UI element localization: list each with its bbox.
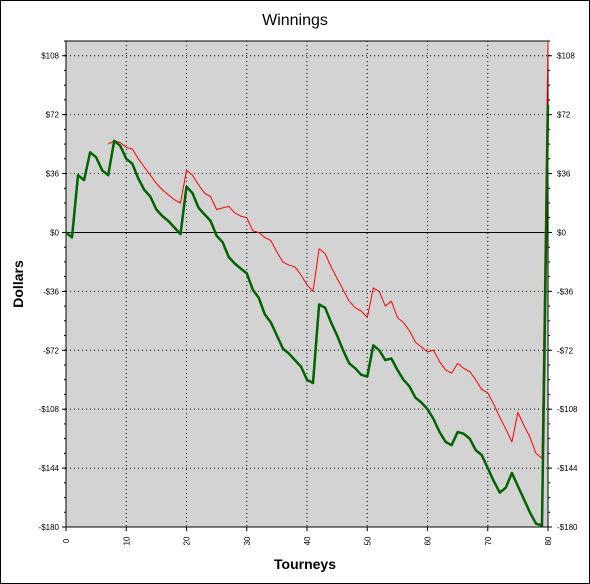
x-tick-label: 40 bbox=[303, 536, 312, 545]
x-tick-label: 20 bbox=[183, 536, 192, 545]
y-axis-label: Dollars bbox=[10, 260, 26, 308]
grid-lines bbox=[66, 41, 548, 527]
y-tick-label-right: $72 bbox=[557, 111, 571, 120]
x-tick-label: 0 bbox=[62, 538, 71, 543]
y-tick-label-left: -$36 bbox=[43, 287, 60, 296]
y-tick-label-right: -$180 bbox=[557, 523, 578, 532]
x-tick-label: 60 bbox=[424, 536, 433, 545]
y-tick-label-left: $36 bbox=[46, 170, 60, 179]
series-group bbox=[65, 40, 550, 527]
chart-title: Winnings bbox=[262, 12, 328, 29]
y-tick-label-right: $108 bbox=[557, 52, 575, 61]
y-tick-label-left: -$108 bbox=[39, 405, 60, 414]
y-tick-label-right: $0 bbox=[557, 228, 566, 237]
x-tick-label: 80 bbox=[544, 536, 553, 545]
y-tick-label-left: -$144 bbox=[39, 464, 60, 473]
series-line-green bbox=[65, 104, 550, 527]
x-tick-label: 50 bbox=[363, 536, 372, 545]
y-tick-label-left: $108 bbox=[41, 52, 59, 61]
x-tick-label: 10 bbox=[122, 536, 131, 545]
y-tick-label-right: -$72 bbox=[557, 346, 574, 355]
y-tick-label-right: -$108 bbox=[557, 405, 578, 414]
y-tick-label-left: -$180 bbox=[39, 523, 60, 532]
y-tick-label-left: $72 bbox=[46, 111, 60, 120]
x-tick-label: 30 bbox=[243, 536, 252, 545]
y-tick-label-right: $36 bbox=[557, 170, 571, 179]
ticks-group: 0 10 20 30 40 50 60 70 80 $108 $108 $72 $72 $36 $36 $0 $… bbox=[39, 40, 578, 545]
y-tick-label-right: -$144 bbox=[557, 464, 578, 473]
series-line-red bbox=[107, 40, 549, 459]
x-tick-label: 70 bbox=[484, 536, 493, 545]
y-tick-label-left: $0 bbox=[50, 228, 59, 237]
y-tick-label-right: -$36 bbox=[557, 287, 574, 296]
x-axis-label: Tourneys bbox=[274, 556, 336, 572]
y-tick-label-left: -$72 bbox=[43, 346, 60, 355]
